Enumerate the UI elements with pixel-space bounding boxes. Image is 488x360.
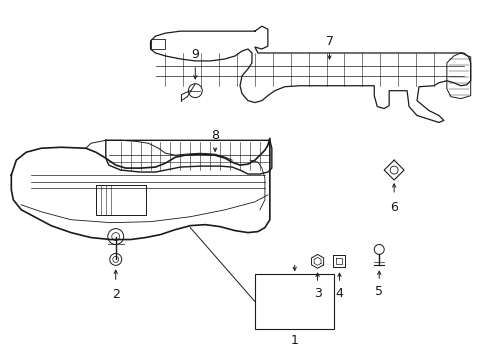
Text: 5: 5	[374, 285, 383, 298]
Text: 3: 3	[313, 287, 321, 300]
Text: 1: 1	[290, 334, 298, 347]
Text: 9: 9	[191, 49, 199, 62]
Text: 6: 6	[389, 201, 397, 214]
Bar	[254, 274, 334, 329]
Text: 7: 7	[325, 35, 333, 48]
Text: 4: 4	[335, 287, 343, 300]
Text: 2: 2	[112, 288, 120, 301]
Text: 8: 8	[211, 129, 219, 142]
